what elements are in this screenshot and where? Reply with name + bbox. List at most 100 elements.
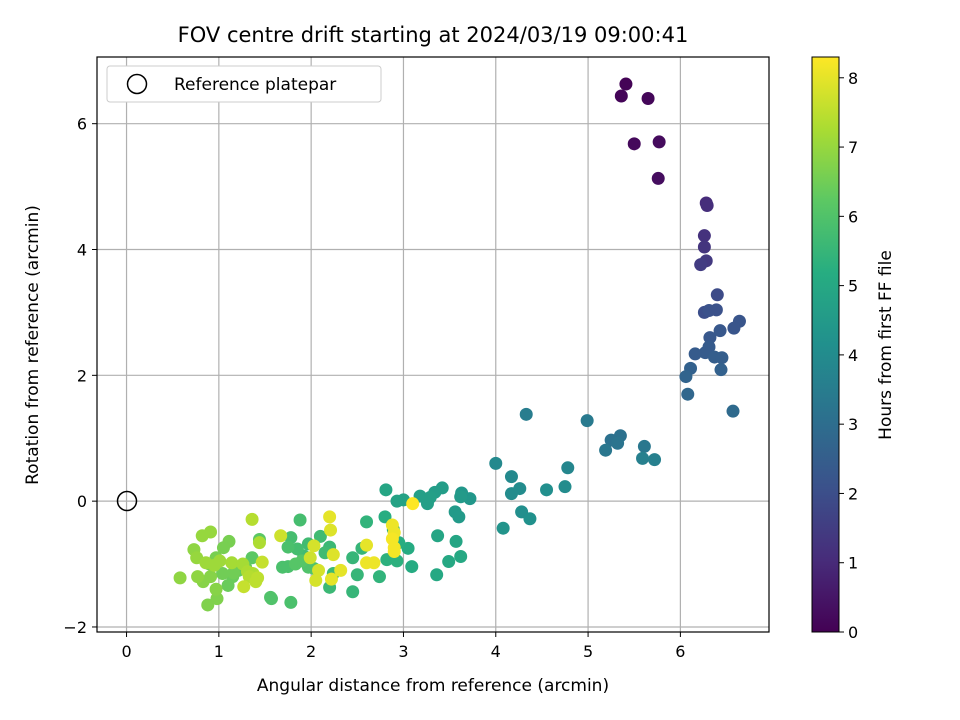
data-point xyxy=(726,404,740,418)
data-point xyxy=(303,551,317,565)
data-point xyxy=(252,536,266,550)
data-point xyxy=(651,171,665,185)
data-point xyxy=(346,585,360,599)
colorbar-tick-label: 0 xyxy=(848,623,858,642)
data-point xyxy=(204,525,218,539)
data-point xyxy=(454,550,468,564)
data-point xyxy=(251,571,265,585)
data-point xyxy=(387,544,401,558)
data-point xyxy=(324,572,338,586)
data-points xyxy=(173,77,746,612)
data-point xyxy=(637,439,651,453)
data-point xyxy=(237,580,251,594)
data-point xyxy=(390,494,404,508)
data-point xyxy=(688,347,702,361)
y-axis-ticks: −2 0 2 4 6 xyxy=(63,115,97,637)
data-point xyxy=(452,510,466,524)
data-point xyxy=(489,456,503,470)
colorbar-tick-label: 7 xyxy=(848,138,858,157)
data-point xyxy=(191,570,205,584)
data-point xyxy=(201,598,215,612)
data-point xyxy=(281,540,295,554)
data-point xyxy=(703,331,717,345)
data-point xyxy=(710,288,724,302)
y-tick-label: 4 xyxy=(77,241,87,260)
data-point xyxy=(727,321,741,335)
data-point xyxy=(360,538,374,552)
data-point xyxy=(213,554,227,568)
data-point xyxy=(405,560,419,574)
data-point xyxy=(641,92,655,106)
data-point xyxy=(326,548,340,562)
data-point xyxy=(350,568,364,582)
data-point xyxy=(309,573,323,587)
data-point xyxy=(216,566,230,580)
data-point xyxy=(652,135,666,149)
reference-marker xyxy=(116,490,138,512)
data-point xyxy=(367,556,381,570)
data-point xyxy=(293,513,307,527)
data-point xyxy=(679,370,693,384)
data-point xyxy=(210,592,224,606)
data-point xyxy=(504,487,518,501)
colorbar-tick-label: 2 xyxy=(848,484,858,503)
colorbar-gradient xyxy=(811,56,840,633)
x-tick-label: 3 xyxy=(398,642,408,661)
colorbar-label: Hours from first FF file xyxy=(876,250,896,440)
legend-marker xyxy=(126,73,148,95)
data-point xyxy=(636,451,650,465)
data-point xyxy=(431,529,445,543)
data-point xyxy=(681,387,695,401)
data-point xyxy=(324,523,338,537)
data-point xyxy=(284,595,298,609)
data-point xyxy=(264,590,278,604)
x-tick-label: 5 xyxy=(583,642,593,661)
x-tick-label: 1 xyxy=(214,642,224,661)
data-point xyxy=(430,568,444,582)
colorbar-tick-label: 5 xyxy=(848,277,858,296)
y-tick-label: −2 xyxy=(63,618,87,637)
colorbar-tick-label: 3 xyxy=(848,415,858,434)
data-point xyxy=(611,436,625,450)
data-point xyxy=(561,461,575,475)
data-point xyxy=(406,497,420,511)
data-point xyxy=(288,557,302,571)
data-point xyxy=(372,570,386,584)
colorbar-tick-label: 6 xyxy=(848,207,858,226)
data-point xyxy=(523,512,537,526)
legend-label: Reference platepar xyxy=(174,75,336,95)
data-point xyxy=(216,541,230,555)
colorbar-tick-label: 1 xyxy=(848,554,858,573)
x-tick-label: 6 xyxy=(675,642,685,661)
data-point xyxy=(709,303,723,317)
chart-title: FOV centre drift starting at 2024/03/19 … xyxy=(178,23,689,47)
y-axis-label: Rotation from reference (arcmin) xyxy=(23,205,43,485)
data-point xyxy=(360,515,374,529)
data-point xyxy=(519,407,533,421)
colorbar: 0 1 2 3 4 5 6 7 8 Hours from first FF file xyxy=(811,56,896,642)
data-point xyxy=(697,229,711,243)
data-point xyxy=(334,563,348,577)
data-point xyxy=(225,556,239,570)
data-point xyxy=(227,566,241,580)
data-point xyxy=(496,521,510,535)
data-point xyxy=(346,551,360,565)
data-point xyxy=(255,555,269,569)
data-point xyxy=(307,539,321,553)
data-point xyxy=(245,512,259,526)
x-tick-label: 0 xyxy=(121,642,131,661)
data-point xyxy=(245,551,259,565)
colorbar-tick-label: 4 xyxy=(848,346,858,365)
data-point xyxy=(694,258,708,272)
data-point xyxy=(173,571,187,585)
x-tick-label: 4 xyxy=(491,642,501,661)
data-point xyxy=(504,470,518,484)
data-point xyxy=(449,534,463,548)
data-point xyxy=(715,351,729,365)
y-tick-label: 2 xyxy=(77,366,87,385)
data-point xyxy=(274,529,288,543)
colorbar-tick-label: 8 xyxy=(848,69,858,88)
data-point xyxy=(442,555,456,569)
data-point xyxy=(599,443,613,457)
